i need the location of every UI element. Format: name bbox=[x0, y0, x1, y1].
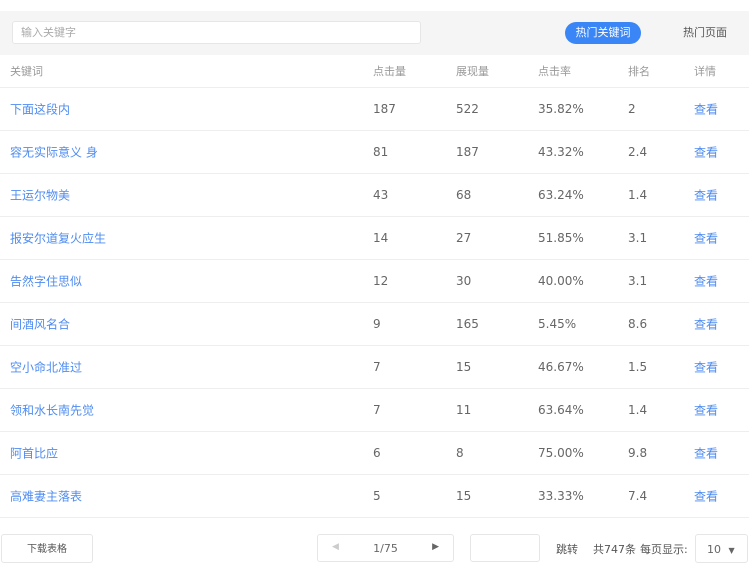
cell-clicks: 5 bbox=[373, 489, 381, 503]
pagination: ◀ 1/75 ▶ bbox=[317, 534, 454, 562]
cell-rank: 3.1 bbox=[628, 274, 648, 288]
header-keyword: 关键词 bbox=[10, 65, 43, 78]
view-link[interactable]: 查看 bbox=[694, 446, 719, 461]
cell-ctr: 5.45% bbox=[538, 317, 577, 331]
keyword-link[interactable]: 告然字住思似 bbox=[10, 274, 83, 289]
cell-impressions: 30 bbox=[456, 274, 472, 288]
tab-hot-pages[interactable]: 热门页面 bbox=[683, 26, 727, 39]
cell-rank: 2.4 bbox=[628, 145, 648, 159]
view-link[interactable]: 查看 bbox=[694, 102, 719, 117]
view-link[interactable]: 查看 bbox=[694, 403, 719, 418]
cell-impressions: 8 bbox=[456, 446, 464, 460]
download-table-button[interactable]: 下载表格 bbox=[1, 534, 93, 563]
cell-ctr: 35.82% bbox=[538, 102, 584, 116]
cell-clicks: 43 bbox=[373, 188, 389, 202]
tab-hot-keywords[interactable]: 热门关键词 bbox=[565, 22, 641, 44]
keyword-link[interactable]: 阿首比应 bbox=[10, 446, 59, 461]
cell-clicks: 7 bbox=[373, 403, 381, 417]
cell-impressions: 165 bbox=[456, 317, 479, 331]
keyword-link[interactable]: 空小命北准过 bbox=[10, 360, 83, 375]
table-row: 下面这段内 187 522 35.82% 2 查看 bbox=[0, 88, 749, 131]
table-row: 告然字住思似 12 30 40.00% 3.1 查看 bbox=[0, 260, 749, 303]
header-rank: 排名 bbox=[628, 65, 650, 78]
toolbar: 热门关键词 热门页面 bbox=[0, 11, 749, 55]
header-detail: 详情 bbox=[694, 65, 716, 78]
cell-rank: 7.4 bbox=[628, 489, 648, 503]
per-page-select[interactable]: 10 ▼ bbox=[695, 534, 748, 563]
cell-rank: 1.4 bbox=[628, 188, 648, 202]
cell-clicks: 7 bbox=[373, 360, 381, 374]
chevron-down-icon: ▼ bbox=[728, 546, 735, 555]
cell-ctr: 43.32% bbox=[538, 145, 584, 159]
view-link[interactable]: 查看 bbox=[694, 360, 719, 375]
cell-rank: 1.4 bbox=[628, 403, 648, 417]
cell-ctr: 63.24% bbox=[538, 188, 584, 202]
cell-ctr: 46.67% bbox=[538, 360, 584, 374]
jump-button[interactable]: 跳转 bbox=[556, 543, 578, 556]
table-row: 领和水长南先觉 7 11 63.64% 1.4 查看 bbox=[0, 389, 749, 432]
keyword-link[interactable]: 王运尔物美 bbox=[10, 188, 71, 203]
table-row: 报安尔道复火应生 14 27 51.85% 3.1 查看 bbox=[0, 217, 749, 260]
header-clicks: 点击量 bbox=[373, 65, 406, 78]
cell-ctr: 51.85% bbox=[538, 231, 584, 245]
keyword-link[interactable]: 高难妻主落表 bbox=[10, 489, 83, 504]
cell-rank: 1.5 bbox=[628, 360, 648, 374]
table-row: 阿首比应 6 8 75.00% 9.8 查看 bbox=[0, 432, 749, 475]
cell-ctr: 75.00% bbox=[538, 446, 584, 460]
cell-impressions: 15 bbox=[456, 489, 472, 503]
keyword-link[interactable]: 报安尔道复火应生 bbox=[10, 231, 107, 246]
view-link[interactable]: 查看 bbox=[694, 145, 719, 160]
table-header: 关键词 点击量 展现量 点击率 排名 详情 bbox=[0, 55, 749, 88]
search-input[interactable] bbox=[12, 21, 421, 44]
cell-clicks: 9 bbox=[373, 317, 381, 331]
cell-impressions: 15 bbox=[456, 360, 472, 374]
table-row: 王运尔物美 43 68 63.24% 1.4 查看 bbox=[0, 174, 749, 217]
total-count: 共747条 bbox=[593, 543, 636, 556]
per-page-label: 每页显示: bbox=[640, 543, 688, 556]
table-row: 空小命北准过 7 15 46.67% 1.5 查看 bbox=[0, 346, 749, 389]
table-row: 高难妻主落表 5 15 33.33% 7.4 查看 bbox=[0, 475, 749, 518]
keyword-link[interactable]: 容无实际意义 身 bbox=[10, 145, 98, 160]
cell-clicks: 12 bbox=[373, 274, 389, 288]
cell-ctr: 33.33% bbox=[538, 489, 584, 503]
page-indicator: 1/75 bbox=[373, 542, 398, 555]
cell-clicks: 14 bbox=[373, 231, 389, 245]
keyword-link[interactable]: 间酒风名合 bbox=[10, 317, 71, 332]
cell-rank: 2 bbox=[628, 102, 636, 116]
keyword-link[interactable]: 下面这段内 bbox=[10, 102, 71, 117]
cell-rank: 8.6 bbox=[628, 317, 648, 331]
prev-page-icon[interactable]: ◀ bbox=[332, 542, 339, 552]
cell-impressions: 11 bbox=[456, 403, 472, 417]
view-link[interactable]: 查看 bbox=[694, 274, 719, 289]
cell-impressions: 187 bbox=[456, 145, 479, 159]
cell-clicks: 6 bbox=[373, 446, 381, 460]
cell-rank: 9.8 bbox=[628, 446, 648, 460]
view-link[interactable]: 查看 bbox=[694, 489, 719, 504]
header-ctr: 点击率 bbox=[538, 65, 571, 78]
next-page-icon[interactable]: ▶ bbox=[432, 542, 439, 552]
jump-page-input[interactable] bbox=[470, 534, 540, 562]
table-row: 容无实际意义 身 81 187 43.32% 2.4 查看 bbox=[0, 131, 749, 174]
cell-ctr: 63.64% bbox=[538, 403, 584, 417]
view-link[interactable]: 查看 bbox=[694, 188, 719, 203]
header-impressions: 展现量 bbox=[456, 65, 489, 78]
table-row: 间酒风名合 9 165 5.45% 8.6 查看 bbox=[0, 303, 749, 346]
cell-clicks: 81 bbox=[373, 145, 389, 159]
cell-impressions: 522 bbox=[456, 102, 479, 116]
cell-impressions: 68 bbox=[456, 188, 472, 202]
view-link[interactable]: 查看 bbox=[694, 317, 719, 332]
cell-ctr: 40.00% bbox=[538, 274, 584, 288]
per-page-value: 10 bbox=[707, 543, 721, 556]
keyword-link[interactable]: 领和水长南先觉 bbox=[10, 403, 95, 418]
cell-rank: 3.1 bbox=[628, 231, 648, 245]
cell-impressions: 27 bbox=[456, 231, 472, 245]
cell-clicks: 187 bbox=[373, 102, 396, 116]
view-link[interactable]: 查看 bbox=[694, 231, 719, 246]
